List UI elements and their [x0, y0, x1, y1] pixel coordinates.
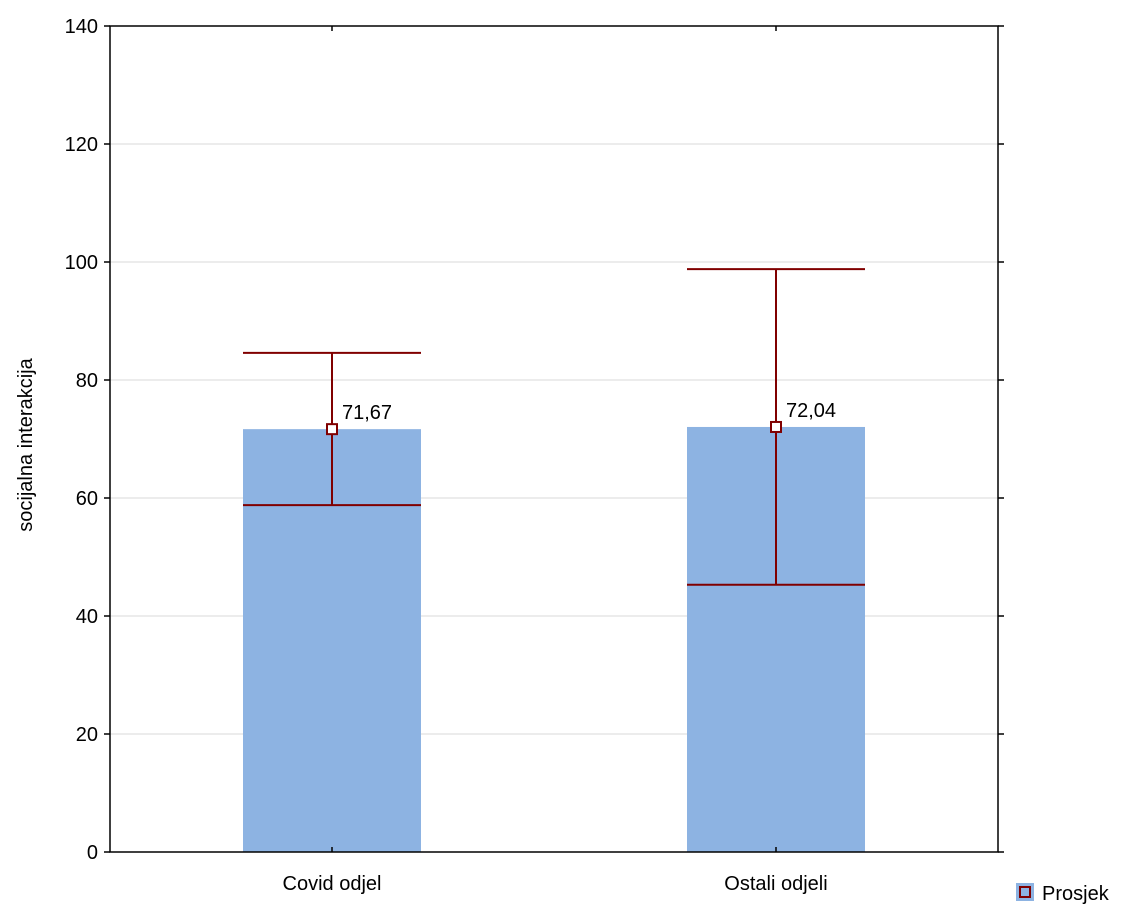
plot-frame	[109, 25, 999, 853]
y-tick-label: 80	[76, 370, 98, 392]
legend-marker-square	[1019, 886, 1031, 898]
y-tick-label: 60	[76, 488, 98, 510]
legend-marker	[1016, 883, 1034, 901]
legend-entry: Prosjek	[1042, 883, 1110, 905]
bars	[243, 426, 865, 852]
data-label: 71,67	[342, 402, 392, 424]
axes: 0 20 40 60 80 100 120 140	[65, 16, 1004, 864]
x-tick-label: Covid odjel	[283, 873, 382, 895]
error-bars	[243, 268, 865, 586]
y-tick-label: 140	[65, 16, 98, 38]
y-tick-label: 0	[87, 842, 98, 864]
y-tick-label: 120	[65, 134, 98, 156]
legend: Prosjek	[1016, 883, 1110, 905]
mean-marker	[326, 423, 338, 436]
data-labels: 71,67 Covid odjel 72,04 Ostali odjeli	[283, 400, 837, 895]
y-tick-label: 20	[76, 724, 98, 746]
y-tick-label: 40	[76, 606, 98, 628]
y-tick-label: 100	[65, 252, 98, 274]
mean-marker	[770, 420, 782, 433]
x-tick-label: Ostali odjeli	[724, 873, 827, 895]
y-axis-label: socijalna interakcija	[15, 357, 37, 531]
data-label: 72,04	[786, 400, 836, 422]
